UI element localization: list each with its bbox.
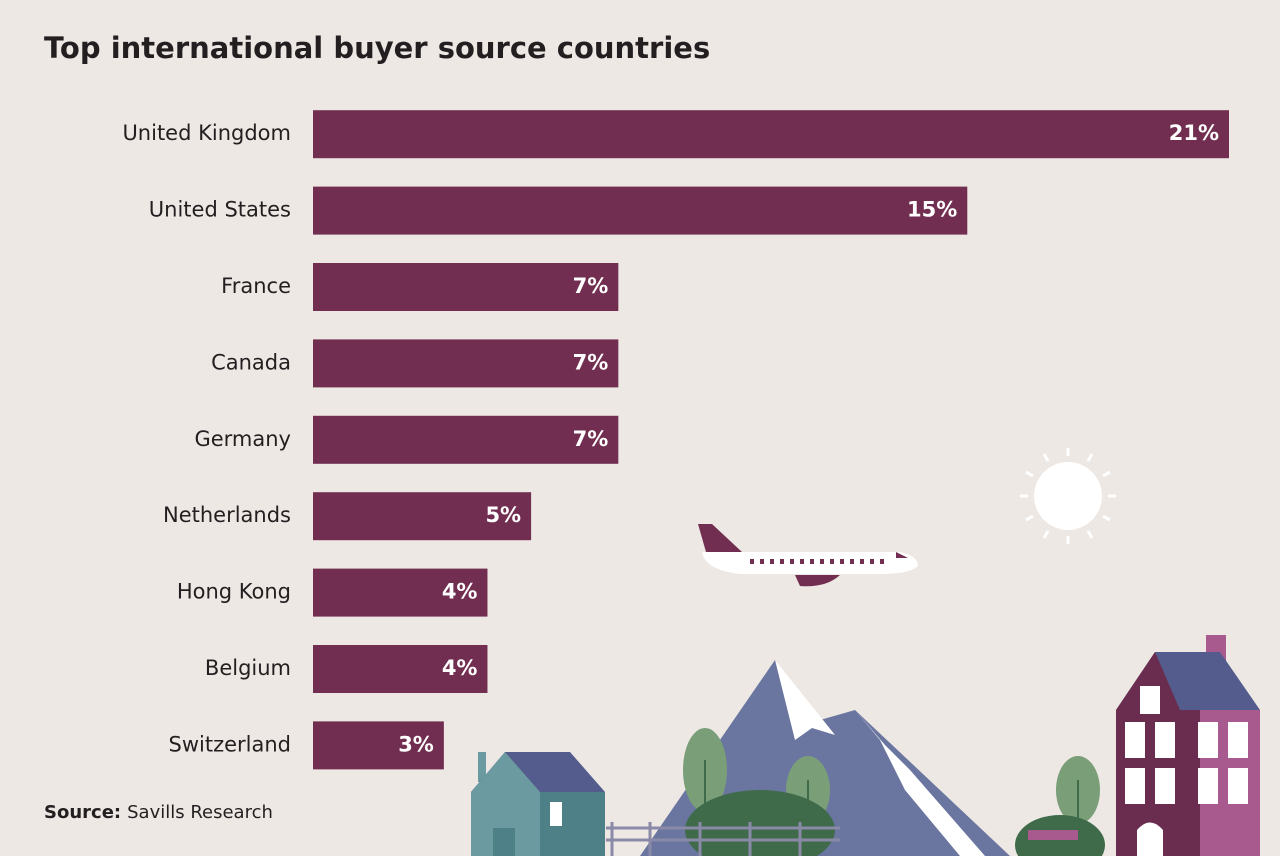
category-label: Belgium bbox=[205, 656, 291, 680]
value-label: 4% bbox=[442, 580, 478, 604]
value-label: 3% bbox=[398, 732, 434, 756]
value-label: 7% bbox=[573, 427, 609, 451]
value-label: 7% bbox=[573, 350, 609, 374]
bar bbox=[313, 645, 488, 693]
bar bbox=[313, 186, 968, 235]
airplane bbox=[698, 524, 918, 587]
illustration bbox=[471, 448, 1260, 856]
category-label: United States bbox=[149, 198, 291, 222]
category-label: France bbox=[221, 274, 291, 298]
source: Source: Savills Research bbox=[44, 802, 273, 823]
category-label: Switzerland bbox=[169, 732, 292, 756]
value-label: 15% bbox=[907, 198, 957, 222]
value-label: 4% bbox=[442, 656, 478, 680]
bar bbox=[313, 415, 619, 464]
left-house bbox=[471, 752, 605, 856]
fence bbox=[606, 822, 840, 856]
value-label: 21% bbox=[1169, 121, 1219, 145]
bar bbox=[313, 721, 444, 770]
value-label: 5% bbox=[485, 503, 521, 527]
bar bbox=[313, 110, 1229, 159]
bar bbox=[313, 263, 619, 311]
category-label: Hong Kong bbox=[177, 580, 291, 604]
bar bbox=[313, 339, 619, 388]
right-house bbox=[1116, 635, 1260, 856]
bar bbox=[313, 492, 532, 541]
category-label: Netherlands bbox=[163, 503, 291, 527]
source-text: Savills Research bbox=[127, 802, 273, 823]
sun bbox=[1020, 448, 1116, 544]
bar bbox=[313, 568, 488, 617]
category-label: United Kingdom bbox=[122, 121, 291, 145]
value-label: 7% bbox=[573, 274, 609, 298]
category-label: Germany bbox=[194, 427, 291, 451]
chart-title: Top international buyer source countries bbox=[44, 31, 710, 65]
category-label: Canada bbox=[211, 350, 291, 374]
source-label: Source: bbox=[44, 802, 121, 823]
